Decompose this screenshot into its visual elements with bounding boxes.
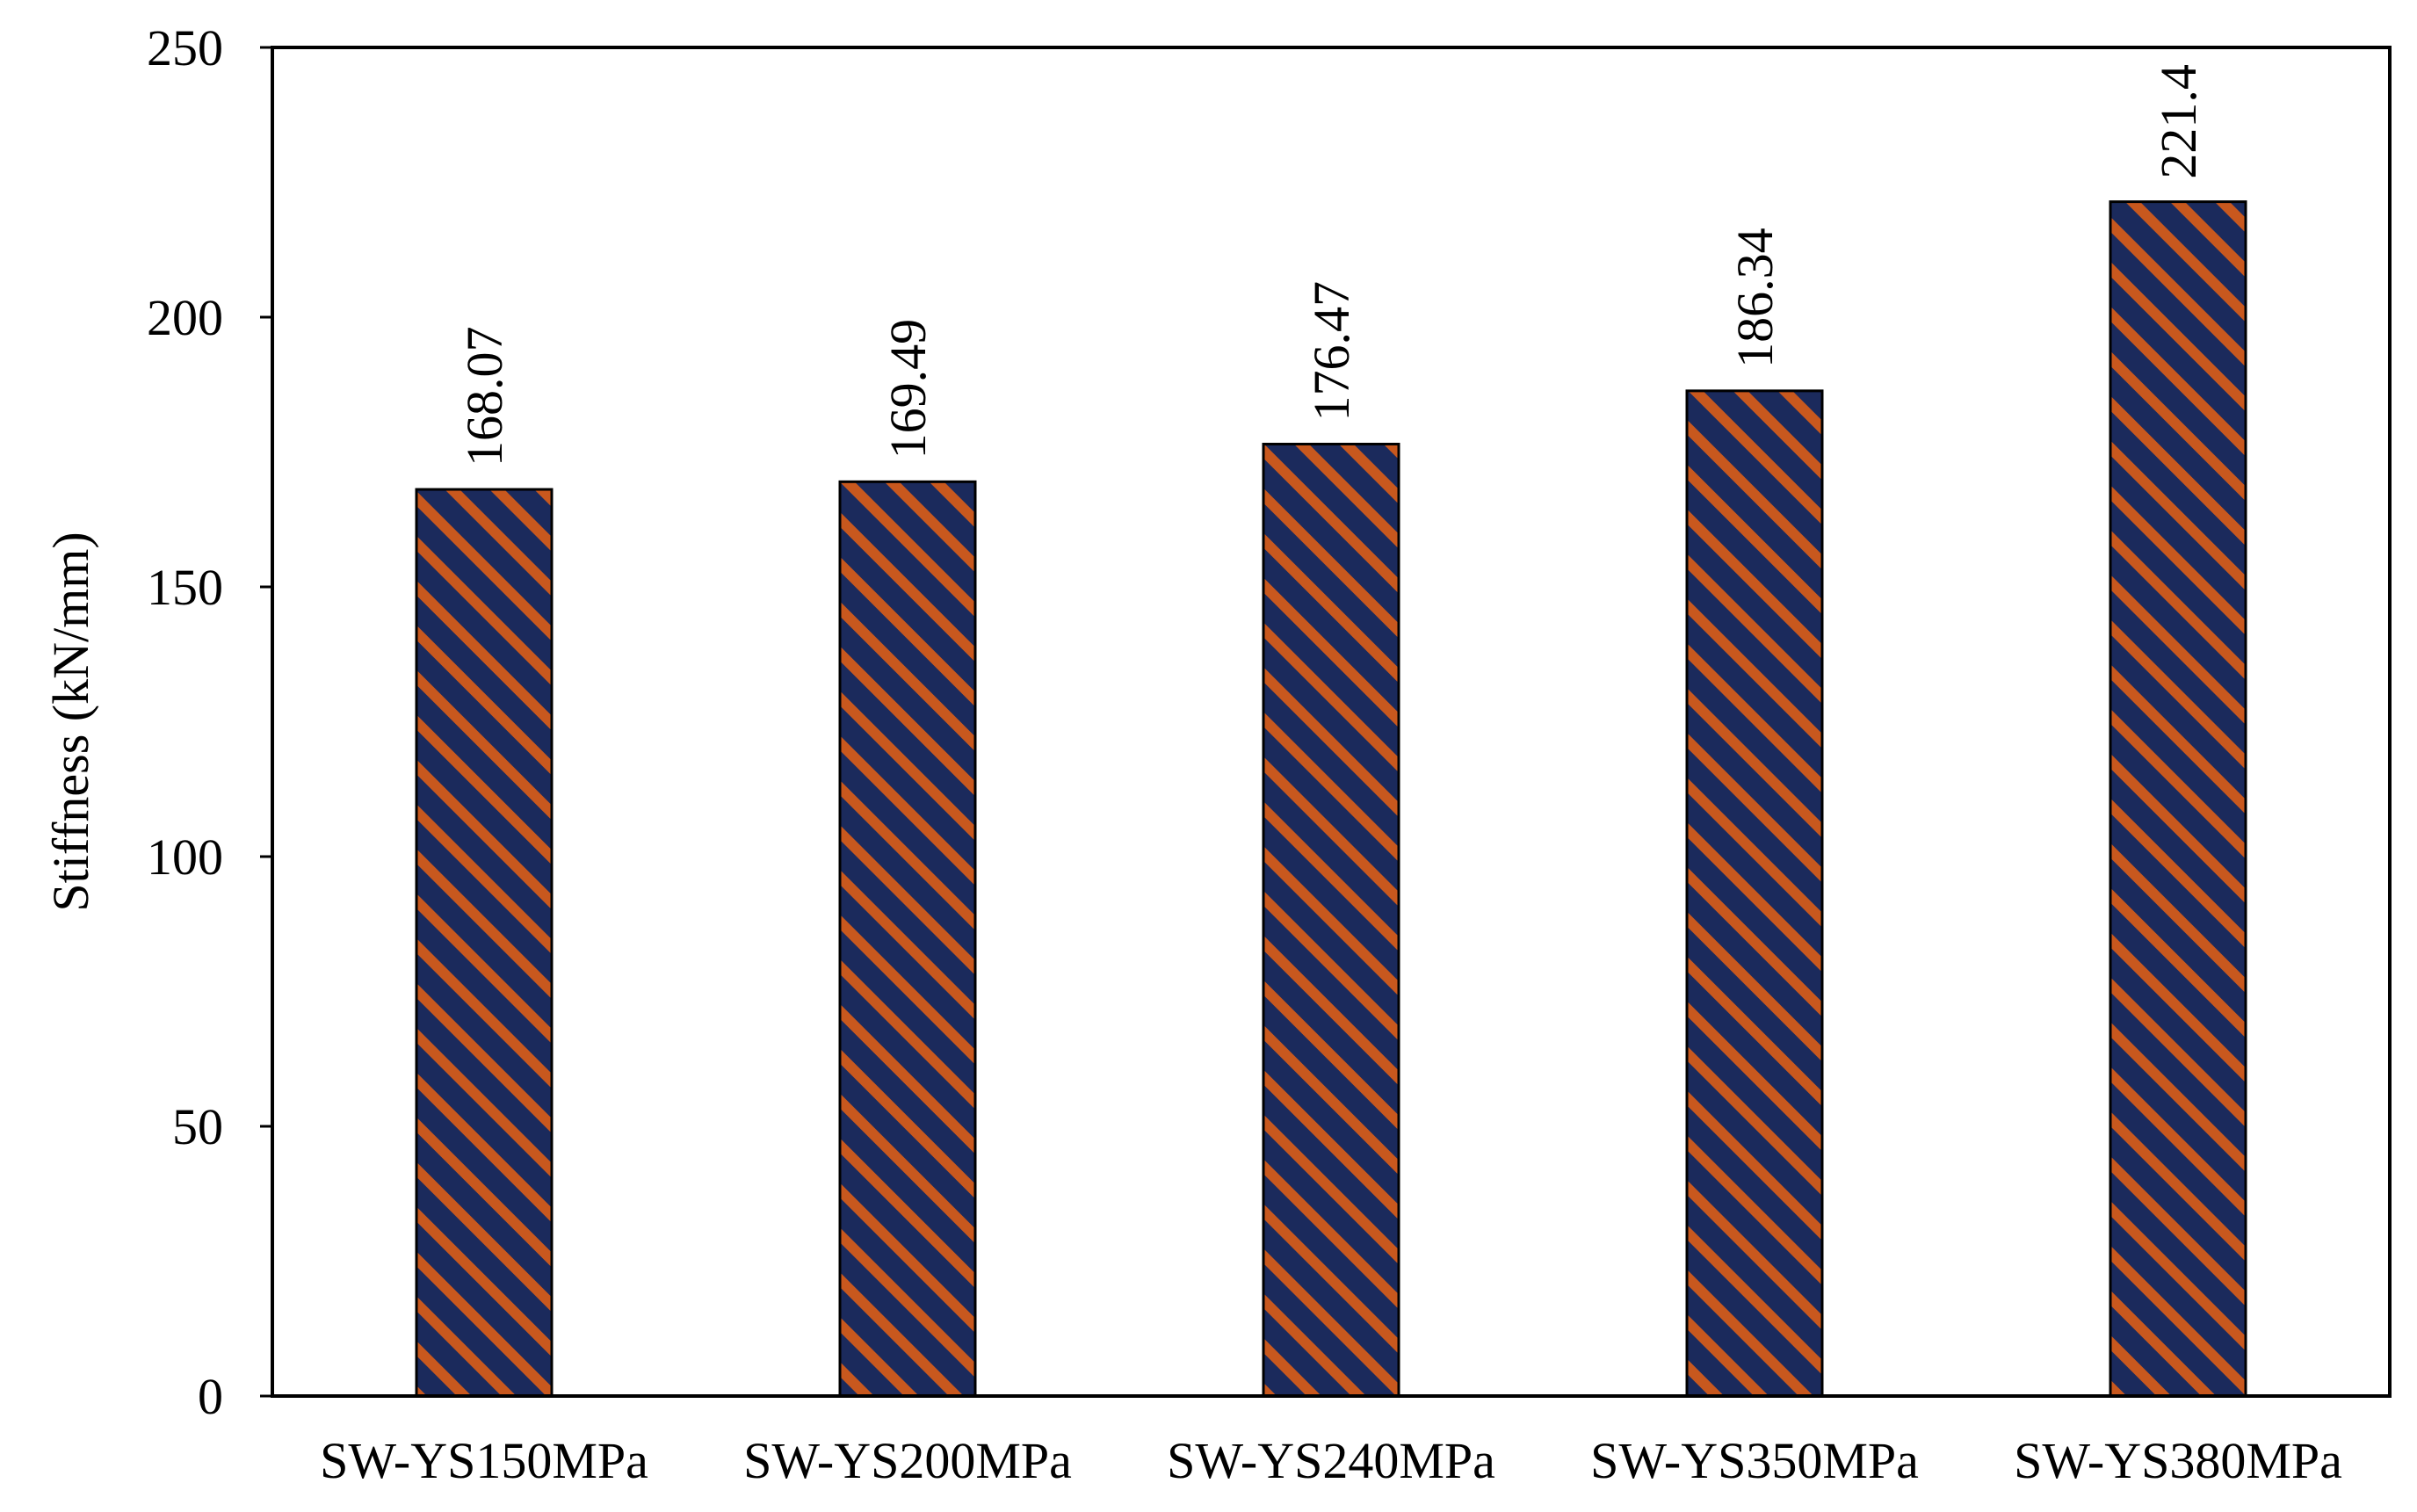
data-labels: 168.07 169.49 176.47 186.34 221.4	[456, 64, 2207, 467]
bar-data-label: 186.34	[1726, 228, 1784, 368]
y-axis-ticks: 0 50 100 150 200 250	[147, 19, 272, 1425]
y-axis-title: Stiffness (kN/mm)	[42, 532, 99, 911]
bar-data-label: 169.49	[879, 319, 937, 459]
y-tick-label: 200	[147, 289, 223, 346]
y-tick-label: 50	[172, 1098, 223, 1155]
y-tick-label: 100	[147, 828, 223, 886]
bar-sw-ys350mpa	[1685, 389, 1824, 1398]
bar-data-label: 168.07	[456, 327, 513, 467]
bar-sw-ys380mpa	[2109, 200, 2247, 1398]
y-tick-label: 250	[147, 19, 223, 76]
y-tick-label: 150	[147, 559, 223, 616]
bars	[415, 200, 2247, 1398]
x-category-label: SW-YS240MPa	[1167, 1432, 1495, 1489]
bar-data-label: 176.47	[1303, 281, 1360, 422]
bar-sw-ys240mpa	[1262, 442, 1400, 1398]
x-category-label: SW-YS150MPa	[320, 1432, 648, 1489]
bar-data-label: 221.4	[2150, 64, 2207, 179]
y-tick-label: 0	[198, 1368, 223, 1425]
x-category-label: SW-YS350MPa	[1590, 1432, 1919, 1489]
y-axis-title-group: Stiffness (kN/mm)	[42, 532, 99, 911]
plot-area-frame	[271, 46, 2392, 1398]
x-category-label: SW-YS380MPa	[2014, 1432, 2342, 1489]
bar-sw-ys200mpa	[838, 480, 977, 1398]
bar-sw-ys150mpa	[415, 488, 554, 1398]
category-labels: SW-YS150MPa SW-YS200MPa SW-YS240MPa SW-YS35…	[320, 1432, 2342, 1489]
x-category-label: SW-YS200MPa	[743, 1432, 1072, 1489]
